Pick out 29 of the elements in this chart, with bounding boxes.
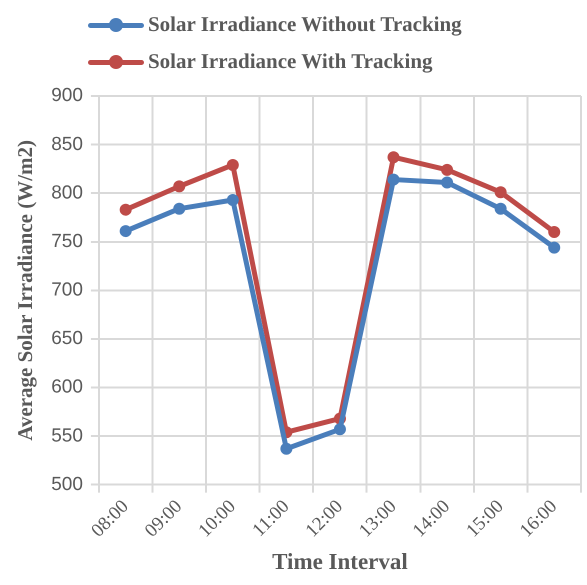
point bbox=[173, 202, 186, 215]
point bbox=[120, 225, 132, 238]
point bbox=[334, 423, 346, 436]
point bbox=[173, 180, 186, 192]
point bbox=[388, 151, 400, 164]
y-axis-title: Average Solar Irradiance (W/m2) bbox=[13, 140, 38, 441]
point bbox=[120, 204, 132, 216]
point bbox=[280, 442, 292, 455]
y-tick-label: 850 bbox=[51, 134, 83, 155]
point bbox=[494, 186, 507, 198]
y-tick-label: 650 bbox=[51, 328, 83, 350]
point bbox=[441, 164, 454, 176]
point bbox=[441, 176, 454, 188]
point bbox=[548, 242, 560, 254]
point bbox=[494, 202, 507, 215]
legend-label: Solar Irradiance With Tracking bbox=[148, 49, 433, 74]
y-tick-label: 750 bbox=[51, 230, 83, 252]
y-tick-label: 900 bbox=[51, 85, 83, 106]
y-tick-label: 500 bbox=[51, 474, 83, 495]
y-tick-label: 600 bbox=[51, 376, 83, 398]
point bbox=[548, 226, 560, 238]
point bbox=[226, 158, 239, 171]
y-tick-label: 700 bbox=[51, 280, 83, 301]
y-tick-label: 550 bbox=[51, 425, 83, 446]
point bbox=[226, 194, 239, 206]
point bbox=[388, 174, 400, 186]
y-tick-label: 800 bbox=[51, 182, 83, 204]
legend-label: Solar Irradiance Without Tracking bbox=[148, 12, 462, 37]
x-axis-title: Time Interval bbox=[272, 549, 408, 574]
